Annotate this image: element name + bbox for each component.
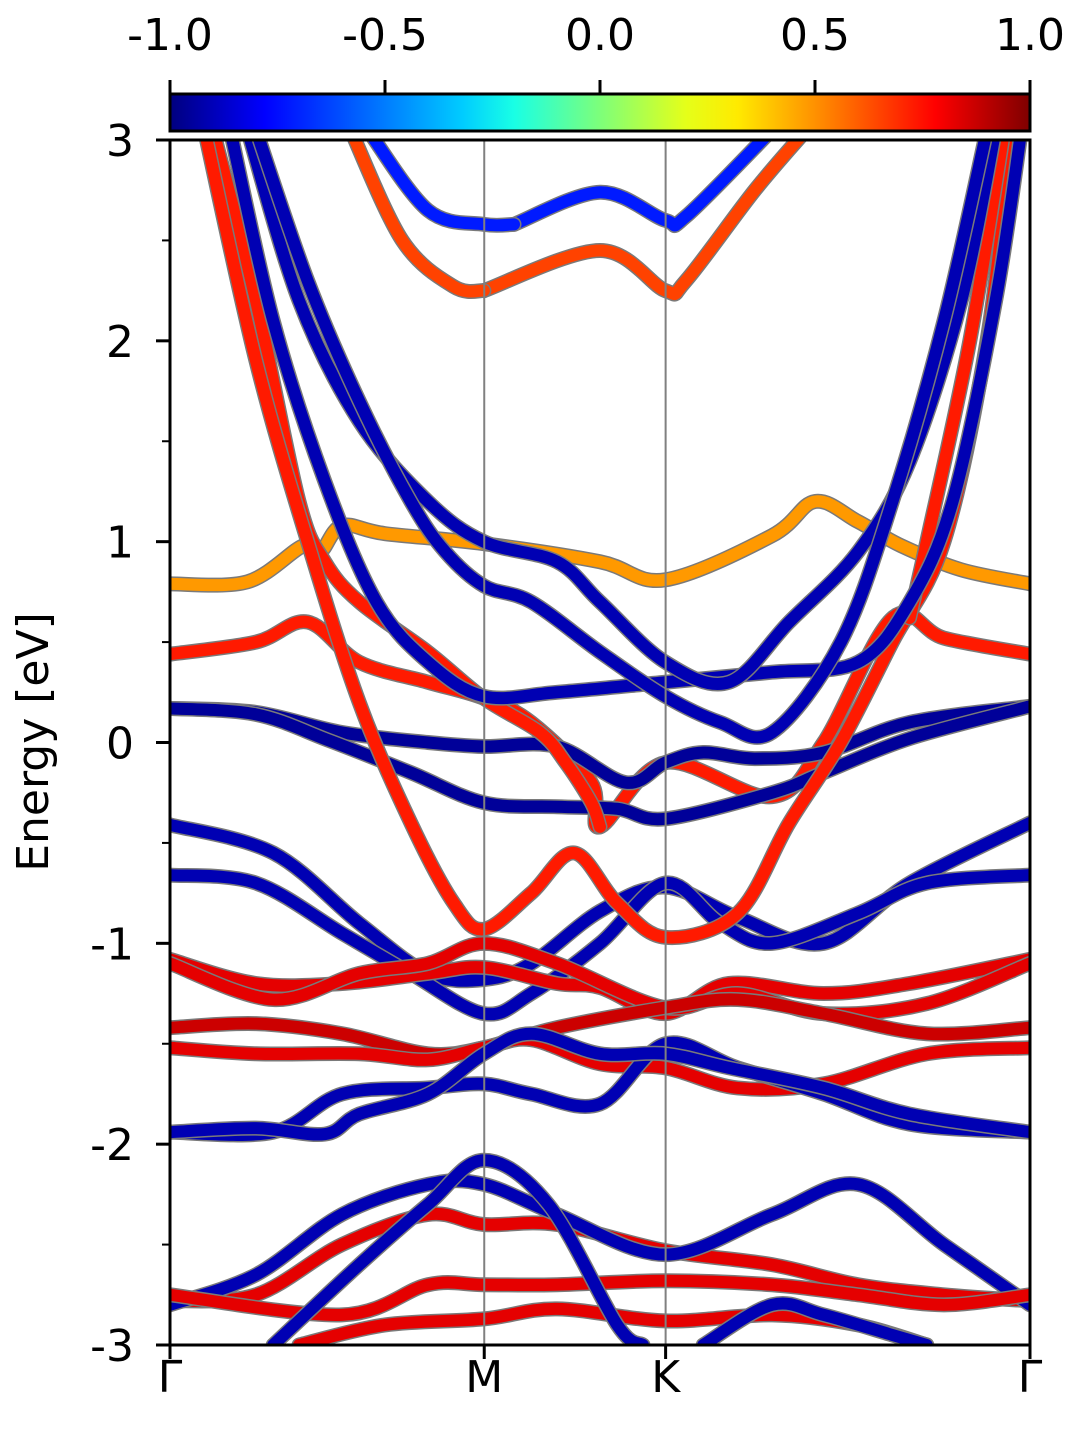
colorbar-tick-label: 0.0 xyxy=(565,10,635,61)
x-tick-label: M xyxy=(465,1352,503,1403)
y-tick-label: 0 xyxy=(106,719,134,770)
band-line-15 xyxy=(170,1027,1030,1141)
colorbar-tick-label: 0.5 xyxy=(780,10,850,61)
y-tick-label: 3 xyxy=(106,116,134,167)
colorbar-tick-label: -1.0 xyxy=(127,10,213,61)
colorbar-tick-label: 1.0 xyxy=(995,10,1065,61)
y-axis-label: Energy [eV] xyxy=(8,612,59,872)
band-line-4 xyxy=(348,140,490,298)
colorbar-gradient xyxy=(168,92,1032,133)
high-symmetry-lines xyxy=(483,140,667,1345)
colorbar-ticks: -1.0 -0.5 0.0 0.5 1.0 xyxy=(127,10,1065,94)
colorbar-tick-label: -0.5 xyxy=(342,10,428,61)
band-line-13 xyxy=(170,1033,1030,1096)
band-line-21 xyxy=(697,1297,933,1345)
x-tick-label: K xyxy=(651,1352,681,1403)
x-tick-label: Γ xyxy=(1018,1352,1043,1403)
y-axis: 3 2 1 0 -1 -2 -3 xyxy=(90,116,170,1372)
band-line-12 xyxy=(170,993,1030,1061)
band-line-2 xyxy=(367,140,520,232)
y-tick-label: -2 xyxy=(90,1120,134,1171)
band-line-9 xyxy=(170,869,1030,1021)
band-line-11 xyxy=(170,937,1030,1021)
y-tick-label: 2 xyxy=(106,317,134,368)
y-tick-label: -3 xyxy=(90,1321,134,1372)
band-line-17 xyxy=(170,1174,1030,1311)
colorbar: -1.0 -0.5 0.0 0.5 1.0 xyxy=(127,10,1065,133)
y-tick-label: -1 xyxy=(90,919,134,970)
x-tick-label: Γ xyxy=(158,1352,183,1403)
y-tick-label: 1 xyxy=(106,518,134,569)
band-line-18 xyxy=(170,1274,1030,1321)
plot-area: 3 2 1 0 -1 -2 -3 Γ M K Γ Energy [eV] xyxy=(8,116,1043,1403)
band-line-3 xyxy=(477,140,806,300)
band-line-14 xyxy=(170,1036,1030,1141)
band-lines xyxy=(170,140,1030,1345)
band-line-8 xyxy=(170,816,1030,987)
band-line-27 xyxy=(253,140,991,744)
